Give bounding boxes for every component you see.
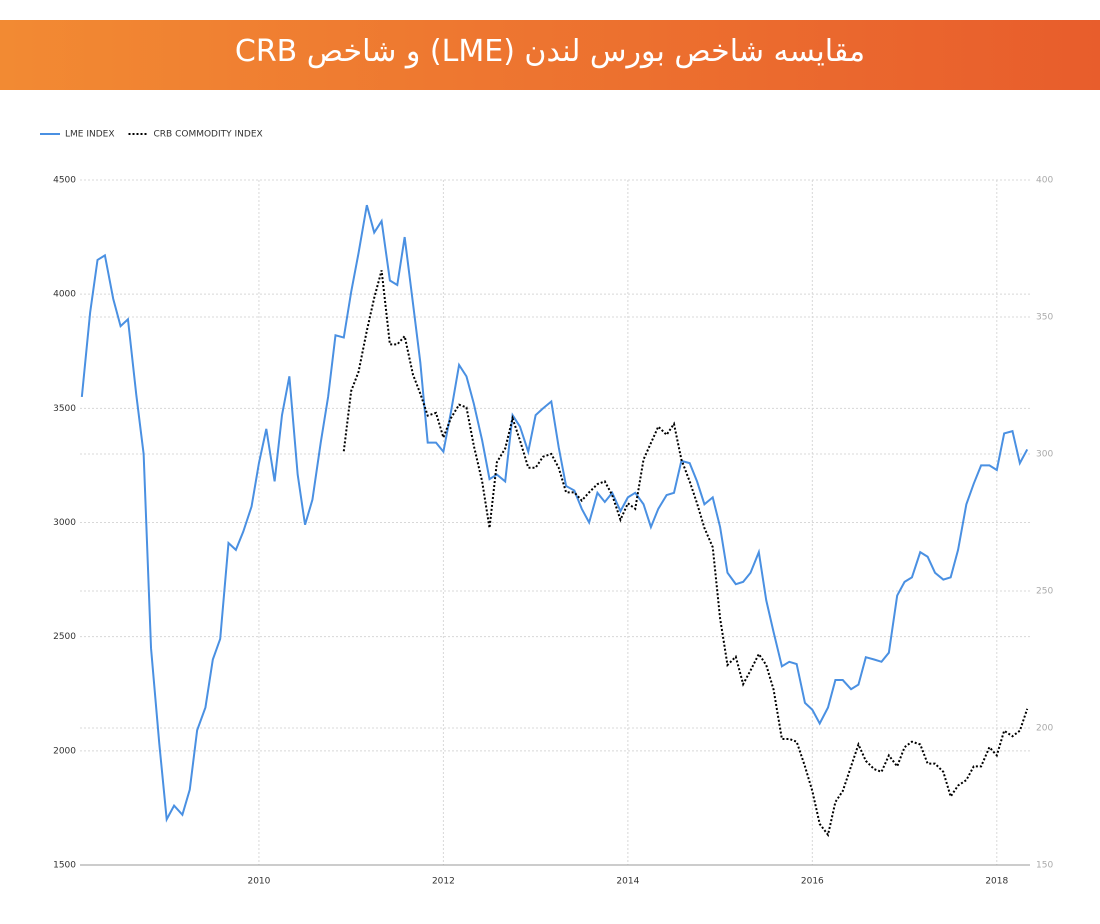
y-tick-label: 3000 (53, 518, 76, 528)
x-tick-label: 2016 (801, 877, 824, 887)
y2-tick-label: 400 (1036, 176, 1053, 186)
y-tick-label: 4500 (53, 176, 76, 186)
y-tick-label: 4000 (53, 290, 76, 300)
y2-tick-label: 150 (1036, 861, 1053, 871)
y2-tick-label: 350 (1036, 313, 1053, 323)
y2-tick-label: 300 (1036, 450, 1053, 460)
legend-label: CRB COMMODITY INDEX (154, 130, 263, 140)
y-tick-label: 2500 (53, 632, 76, 642)
chart-title: مقایسه شاخص بورس لندن (LME) و شاخص CRB (234, 34, 866, 69)
x-tick-label: 2012 (432, 877, 455, 887)
x-tick-label: 2018 (985, 877, 1008, 887)
y-tick-label: 1500 (53, 861, 76, 871)
y2-tick-label: 200 (1036, 724, 1053, 734)
x-tick-label: 2014 (616, 877, 639, 887)
header: مقایسه شاخص بورس لندن (LME) و شاخص CRB (0, 20, 1100, 90)
legend-label: LME INDEX (65, 130, 115, 140)
series-line (80, 204, 1029, 823)
x-tick-label: 2010 (247, 877, 270, 887)
series-line (342, 270, 1029, 838)
y-tick-label: 3500 (53, 404, 76, 414)
y-tick-label: 2000 (53, 746, 76, 756)
y2-tick-label: 250 (1036, 587, 1053, 597)
